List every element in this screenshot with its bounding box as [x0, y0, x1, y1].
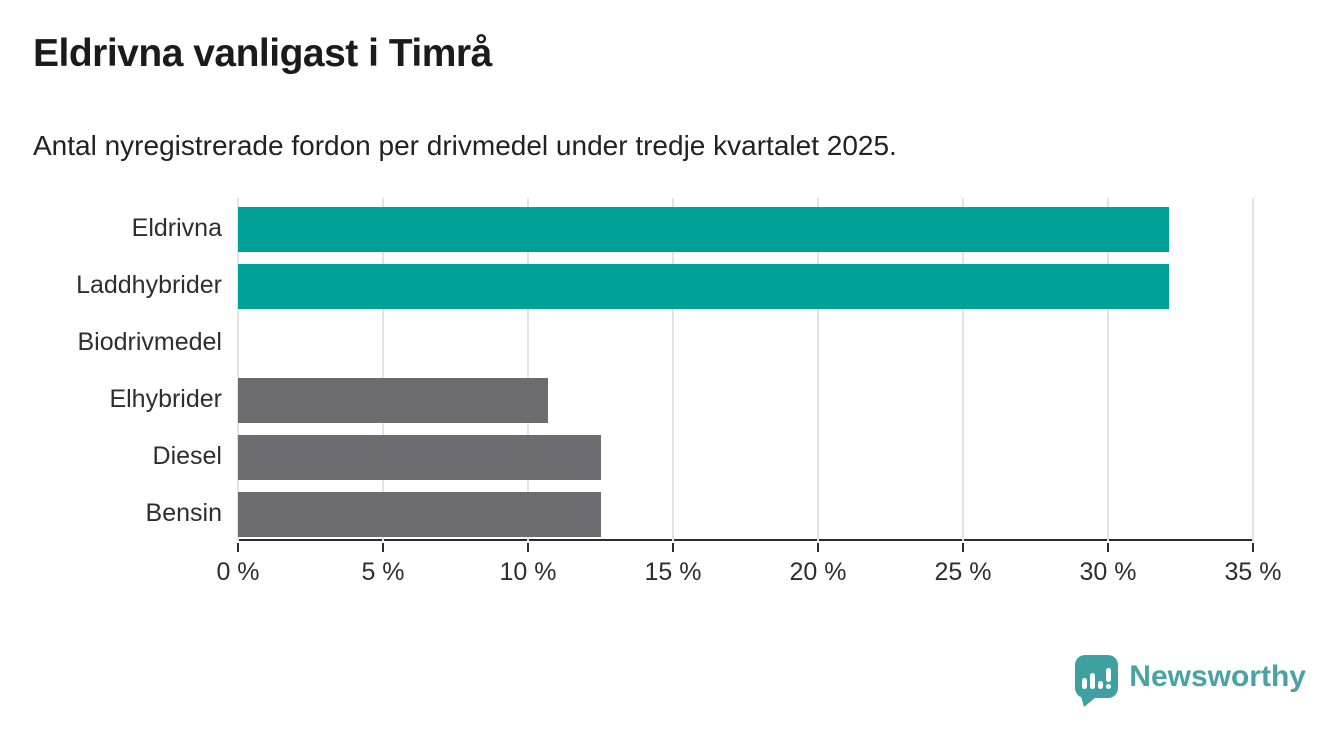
- chart-subtitle: Antal nyregistrerade fordon per drivmede…: [33, 130, 897, 161]
- category-label-laddhybrider: Laddhybrider: [76, 271, 222, 299]
- y-axis-category-labels: Eldrivna Laddhybrider Biodrivmedel Elhybrid…: [0, 198, 222, 541]
- x-tick-label: 30 %: [1079, 558, 1137, 586]
- x-tick-label: 5 %: [361, 558, 405, 586]
- x-tick: [237, 543, 239, 552]
- category-label-eldrivna: Eldrivna: [131, 214, 222, 242]
- x-tick: [527, 543, 529, 552]
- gridline: [237, 198, 239, 541]
- x-tick: [962, 543, 964, 552]
- gridline: [527, 198, 529, 541]
- gridline: [1107, 198, 1109, 541]
- category-label-biodrivmedel: Biodrivmedel: [77, 328, 222, 356]
- x-tick: [1252, 543, 1254, 552]
- bar-eldrivna: [238, 207, 1169, 252]
- x-tick-label: 25 %: [934, 558, 992, 586]
- logo-barchart-glyph: [1075, 668, 1118, 689]
- gridline: [817, 198, 819, 541]
- chart-title: Eldrivna vanligast i Timrå: [33, 32, 492, 75]
- x-tick-label: 35 %: [1224, 558, 1282, 586]
- gridline: [1252, 198, 1254, 541]
- bar-elhybrider: [238, 378, 549, 423]
- plot-area: 0 % 5 % 10 % 15 % 20 % 25 % 30 % 35 %: [216, 198, 1281, 586]
- brand-logo: Newsworthy: [1075, 655, 1306, 707]
- gridline: [382, 198, 384, 541]
- bar-bensin: [238, 492, 601, 537]
- category-label-diesel: Diesel: [152, 442, 222, 470]
- x-tick: [382, 543, 384, 552]
- brand-name: Newsworthy: [1129, 659, 1306, 693]
- category-label-elhybrider: Elhybrider: [109, 385, 222, 413]
- x-tick-label: 0 %: [216, 558, 260, 586]
- newsworthy-logo-icon: [1075, 655, 1119, 707]
- logo-bubble-tail: [1081, 697, 1097, 707]
- x-tick: [817, 543, 819, 552]
- x-tick-label: 15 %: [644, 558, 702, 586]
- category-label-bensin: Bensin: [145, 499, 222, 527]
- bar-laddhybrider: [238, 264, 1169, 309]
- gridline: [672, 198, 674, 541]
- x-tick-label: 20 %: [789, 558, 847, 586]
- gridline: [962, 198, 964, 541]
- x-tick: [672, 543, 674, 552]
- bar-diesel: [238, 435, 601, 480]
- x-tick: [1107, 543, 1109, 552]
- x-tick-label: 10 %: [499, 558, 557, 586]
